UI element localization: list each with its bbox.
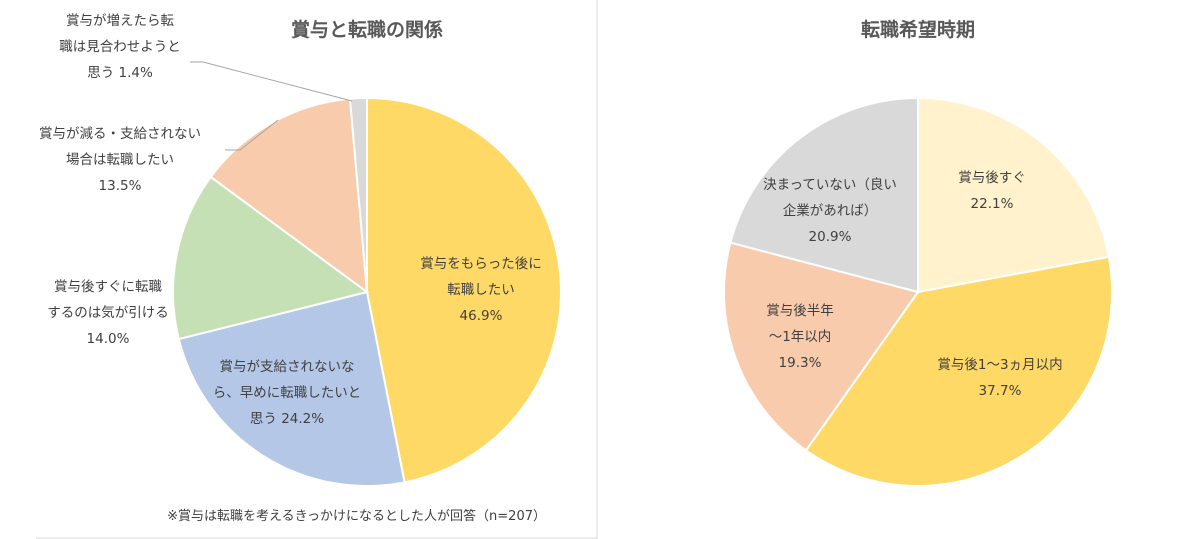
left-slice-label-0-line-0: 賞与をもらった後に — [420, 256, 542, 272]
right-slice-label-0: 賞与後すぐ 22.1% — [958, 170, 1026, 212]
left-slice-label-1-line-0: 賞与が支給されないな — [220, 359, 355, 375]
left-slice-label-4-line-2: 思う 1.4% — [87, 65, 153, 81]
right-slice-label-0-line-1: 22.1% — [971, 196, 1014, 212]
left-slice-1 — [177, 290, 406, 487]
left-slice-label-4-line-1: 職は見合わせようと — [59, 39, 181, 55]
left-slice-label-4: 賞与が増えたら転職は見合わせようと思う 1.4% — [59, 13, 181, 81]
left-slice-label-0-line-2: 46.9% — [460, 308, 503, 324]
left-pie-chart: 賞与をもらった後に転職したい 46.9% 賞与が支給されないなら、早めに転職したいと… — [39, 13, 562, 487]
left-slice-3 — [209, 97, 369, 295]
right-slice-label-2-line-1: ～1年以内 — [769, 329, 832, 345]
right-slice-2 — [723, 241, 920, 452]
right-slice-0 — [917, 96, 1110, 294]
left-leader-line-0 — [190, 61, 353, 102]
left-slice-4 — [348, 96, 368, 293]
left-slice-label-3-line-0: 賞与が減る・支給されない — [39, 125, 201, 142]
right-slice-label-1-line-0: 賞与後1～3ヵ月以内 — [937, 357, 1062, 373]
right-slice-label-3-line-0: 決まっていない（良い — [763, 177, 897, 193]
left-chart-title: 賞与と転職の関係 — [291, 18, 443, 41]
left-slice-label-2-line-1: するのは気が引ける — [47, 305, 169, 321]
right-slice-label-2: 賞与後半年 ～1年以内 19.3% — [766, 303, 834, 371]
left-slice-label-1-line-1: ら、早めに転職したいと — [213, 385, 362, 401]
left-slice-label-3: 賞与が減る・支給されない場合は転職したい 13.5% — [39, 125, 201, 194]
left-slice-label-2: 賞与後すぐに転職するのは気が引ける 14.0% — [47, 279, 169, 347]
left-slice-0 — [366, 96, 562, 484]
left-slice-label-2-line-2: 14.0% — [87, 331, 130, 347]
left-slice-2 — [172, 175, 370, 341]
right-slice-label-3-line-2: 20.9% — [809, 229, 852, 245]
right-slice-label-2-line-0: 賞与後半年 — [766, 303, 834, 319]
left-slice-label-1-line-2: 思う 24.2% — [250, 411, 324, 427]
left-slice-label-0-line-1: 転職したい — [447, 282, 515, 298]
right-slice-label-2-line-2: 19.3% — [779, 355, 822, 371]
left-slice-label-3-line-2: 13.5% — [99, 178, 142, 194]
left-slice-label-0: 賞与をもらった後に転職したい 46.9% — [420, 256, 542, 324]
left-leader-line-1 — [225, 119, 279, 151]
right-chart-title: 転職希望時期 — [861, 18, 975, 41]
left-slice-label-1: 賞与が支給されないなら、早めに転職したいと思う 24.2% — [213, 359, 362, 427]
right-slice-label-3-line-1: 企業があれば） — [783, 202, 878, 219]
right-slice-label-0-line-0: 賞与後すぐ — [958, 170, 1026, 186]
left-chart-footnote: ※賞与は転職を考えるきっかけになるとした人が回答（n=207） — [167, 508, 546, 524]
left-slice-label-3-line-1: 場合は転職したい — [66, 152, 174, 168]
right-slice-label-1-line-1: 37.7% — [979, 383, 1022, 399]
right-slice-1 — [804, 255, 1113, 487]
right-slice-3 — [729, 96, 919, 294]
right-slice-label-1: 賞与後1～3ヵ月以内 37.7% — [937, 357, 1062, 399]
right-pie-chart: 賞与後すぐ 22.1% 賞与後1～3ヵ月以内 37.7% 賞与後半年 ～1年以内 19.3%… — [723, 96, 1113, 487]
right-slice-label-3: 決まっていない（良い企業があれば） 20.9% — [763, 177, 897, 245]
left-slice-label-4-line-0: 賞与が増えたら転 — [66, 13, 174, 29]
left-slice-label-2-line-0: 賞与後すぐに転職 — [54, 279, 162, 295]
